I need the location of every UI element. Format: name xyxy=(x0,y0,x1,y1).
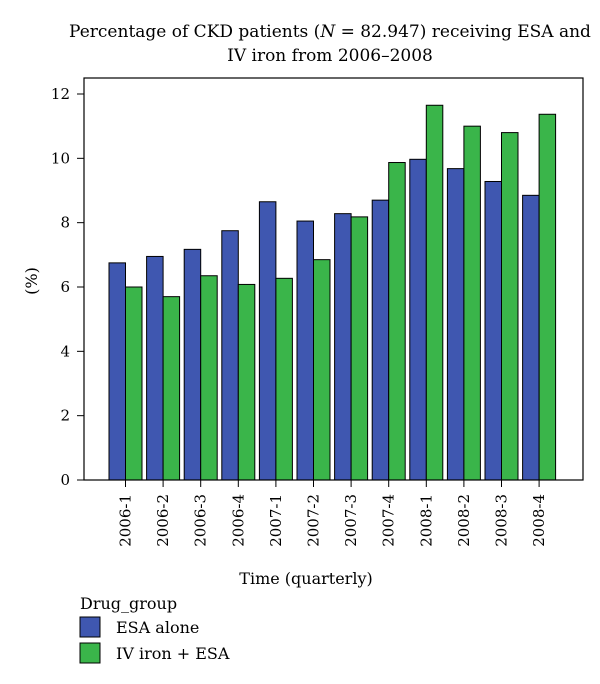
bars-group xyxy=(108,104,557,481)
x-tick-label-2006-4: 2006-4 xyxy=(229,494,247,547)
y-tick-label-8: 8 xyxy=(60,214,70,232)
legend-title: Drug_group xyxy=(80,594,177,613)
bar-iv-iron-esa-2006-4 xyxy=(237,283,256,481)
x-tick-label-2006-1: 2006-1 xyxy=(117,494,135,547)
x-tick-label-2007-4: 2007-4 xyxy=(380,494,398,547)
bar-esa-alone-2007-2 xyxy=(296,220,314,481)
y-tick-label-2: 2 xyxy=(60,407,70,425)
chart-title-line-2: IV iron from 2006–2008 xyxy=(227,46,433,66)
bar-iv-iron-esa-2007-2 xyxy=(313,259,331,481)
x-tick-label-2007-2: 2007-2 xyxy=(305,494,323,547)
x-tick-label-2007-3: 2007-3 xyxy=(342,494,360,547)
y-tick-label-0: 0 xyxy=(60,471,70,489)
bar-iv-iron-esa-2007-4 xyxy=(388,162,406,481)
bar-iv-iron-esa-2008-2 xyxy=(463,125,481,481)
bar-esa-alone-2006-2 xyxy=(146,255,164,481)
bar-iv-iron-esa-2008-3 xyxy=(501,132,519,481)
x-tick-label-2008-2: 2008-2 xyxy=(455,494,473,547)
x-tick-label-2008-1: 2008-1 xyxy=(417,494,435,547)
y-tick-label-6: 6 xyxy=(60,278,70,296)
x-tick-label-2008-4: 2008-4 xyxy=(530,494,548,547)
y-tick-label-12: 12 xyxy=(51,85,70,103)
bar-esa-alone-2006-3 xyxy=(183,248,202,481)
x-axis: 2006-1 2006-2 2006-3 2006-4 2007-1 2007-2 2007… xyxy=(117,480,548,547)
legend-swatch-esa-alone xyxy=(79,616,101,638)
bar-esa-alone-2007-3 xyxy=(334,213,352,481)
y-tick-label-10: 10 xyxy=(51,149,70,167)
bar-iv-iron-esa-2006-3 xyxy=(200,275,218,481)
bar-esa-alone-2007-4 xyxy=(371,199,390,481)
bar-esa-alone-2008-3 xyxy=(484,180,502,481)
legend-label-esa-alone: ESA alone xyxy=(116,618,199,637)
x-tick-label-2008-3: 2008-3 xyxy=(493,494,511,547)
y-axis: 0 2 4 6 8 10 12 xyxy=(51,85,84,489)
bar-esa-alone-2007-1 xyxy=(258,201,277,481)
legend-swatch-iv-iron-esa xyxy=(79,642,101,664)
plot-frame xyxy=(83,77,584,481)
x-tick-label-2006-2: 2006-2 xyxy=(154,494,172,547)
x-tick-label-2007-1: 2007-1 xyxy=(267,494,285,547)
bar-iv-iron-esa-2006-1 xyxy=(125,286,143,481)
bar-iv-iron-esa-2007-3 xyxy=(350,216,369,481)
bar-esa-alone-2008-4 xyxy=(522,194,540,481)
bar-esa-alone-2008-2 xyxy=(446,168,465,481)
bar-esa-alone-2006-1 xyxy=(108,262,126,481)
bar-iv-iron-esa-2008-1 xyxy=(425,104,444,481)
chart-title-line-1: Percentage of CKD patients (N = 82.947) … xyxy=(69,22,591,42)
bar-iv-iron-esa-2008-4 xyxy=(538,113,557,481)
bar-esa-alone-2008-1 xyxy=(409,158,427,481)
bar-esa-alone-2006-4 xyxy=(221,230,239,481)
x-axis-label: Time (quarterly) xyxy=(239,569,372,588)
bar-iv-iron-esa-2007-1 xyxy=(275,277,293,481)
y-axis-label: (%) xyxy=(22,267,41,295)
legend-label-iv-iron-esa: IV iron + ESA xyxy=(116,644,230,663)
y-tick-label-4: 4 xyxy=(60,342,70,360)
x-tick-label-2006-3: 2006-3 xyxy=(192,494,210,547)
bar-iv-iron-esa-2006-2 xyxy=(162,296,181,481)
